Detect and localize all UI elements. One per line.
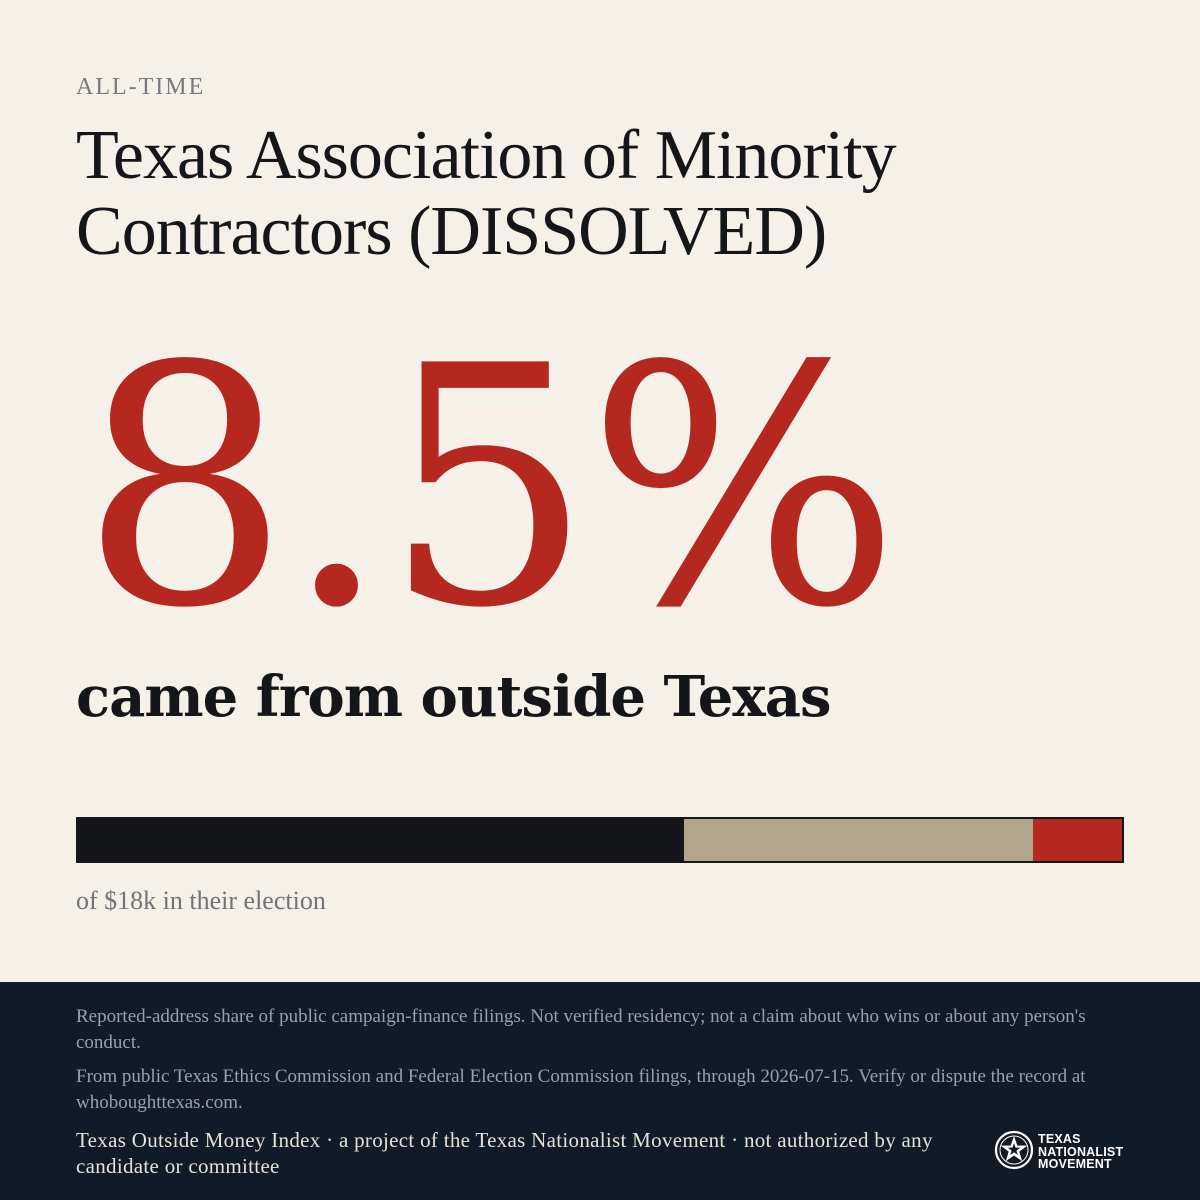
bar-segment-outside xyxy=(1033,819,1122,861)
logo-wordmark: TEXAS NATIONALIST MOVEMENT xyxy=(1038,1133,1123,1171)
tnm-logo: TEXAS NATIONALIST MOVEMENT xyxy=(994,1130,1123,1174)
attribution-text: Texas Outside Money Index · a project of… xyxy=(76,1128,933,1178)
bar-segment-unknown xyxy=(683,819,1034,861)
logo-line-2: NATIONALIST xyxy=(1038,1144,1124,1159)
source-text: From public Texas Ethics Commission and … xyxy=(76,1066,1086,1113)
bar-caption: of $18k in their election xyxy=(76,886,326,915)
bar-segment-texas xyxy=(78,819,684,861)
share-bar xyxy=(76,817,1124,863)
logo-line-3: MOVEMENT xyxy=(1038,1157,1112,1172)
logo-line-1: TEXAS xyxy=(1038,1132,1081,1147)
disclaimer-text: Reported-address share of public campaig… xyxy=(76,1006,1086,1053)
star-seal-icon xyxy=(994,1130,1034,1174)
stat-label: came from outside Texas xyxy=(76,664,832,730)
eyebrow-label: ALL-TIME xyxy=(76,74,206,100)
big-stat-value: 8.5% xyxy=(80,296,900,680)
page-title: Texas Association of Minority Contractor… xyxy=(76,117,897,270)
footer: Reported-address share of public campaig… xyxy=(0,982,1200,1200)
